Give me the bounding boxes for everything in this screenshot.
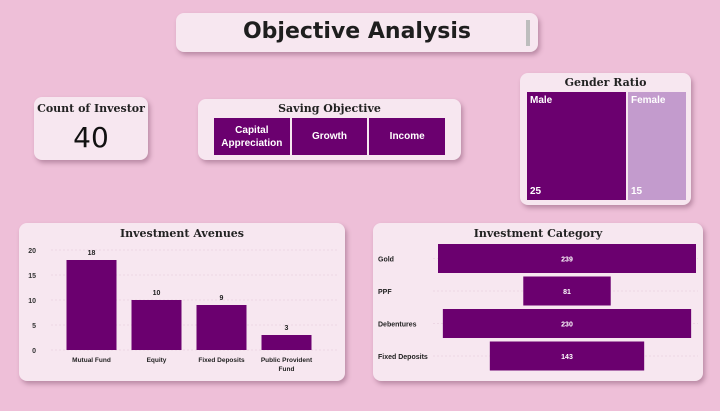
investment-category-card: Investment Category 239 Gold 81 PPF 230 Deben… [373, 223, 703, 381]
bar[interactable] [523, 276, 611, 306]
card-title: Saving Objective [278, 102, 381, 115]
count-of-investor-card: Count of Investor 40 [34, 97, 148, 160]
male-label: Male [530, 95, 553, 106]
title-card: Objective Analysis [176, 13, 538, 52]
category-label: Fixed Deposits [378, 354, 428, 361]
card-title: Gender Ratio [564, 76, 647, 89]
bar[interactable] [66, 260, 117, 350]
investment-category-chart: 239 Gold 81 PPF 230 Debentures 143 Fixed Deposi… [378, 244, 698, 371]
card-title: Count of Investor [37, 102, 145, 115]
y-tick-label: 20 [28, 248, 36, 255]
treemap-female[interactable]: Female 15 [628, 92, 686, 200]
saving-tile[interactable]: Capital Appreciation [214, 118, 290, 155]
data-label: 230 [561, 322, 573, 329]
data-label: 9 [220, 295, 224, 302]
female-label: Female [631, 95, 666, 106]
y-tick-label: 5 [32, 323, 36, 330]
title-accent-bar [526, 20, 530, 46]
chart-title: Investment Avenues [119, 227, 245, 240]
data-label: 10 [153, 290, 161, 297]
saving-objective-tiles: Capital Appreciation Growth Income [214, 118, 446, 155]
data-label: 143 [561, 354, 573, 361]
category-label: Gold [378, 257, 394, 264]
female-value: 15 [631, 186, 643, 197]
x-tick-label: Mutual Fund [72, 357, 111, 364]
gender-ratio-card: Gender Ratio Male 25 Female 15 [520, 73, 691, 205]
data-label: 18 [88, 250, 96, 257]
category-label: PPF [378, 289, 392, 296]
y-tick-label: 15 [28, 273, 36, 280]
bar[interactable] [261, 335, 312, 350]
y-tick-label: 10 [28, 298, 36, 305]
data-label: 3 [285, 325, 289, 332]
saving-objective-card: Saving Objective Capital Appreciation Gr… [198, 99, 461, 160]
data-label: 81 [563, 289, 571, 296]
category-label: Debentures [378, 322, 417, 329]
page-title: Objective Analysis [242, 19, 472, 44]
count-value: 40 [73, 121, 109, 154]
y-tick-label: 0 [32, 348, 36, 355]
x-tick-label: Fund [279, 366, 295, 373]
chart-title: Investment Category [473, 227, 603, 240]
data-label: 239 [561, 257, 573, 264]
x-tick-label: Fixed Deposits [198, 357, 245, 364]
bar[interactable] [489, 341, 645, 371]
bar[interactable] [438, 244, 696, 273]
saving-tile[interactable]: Income [369, 118, 446, 155]
investment-avenues-card: Investment Avenues 0 5 10 15 20 18 Mutual Fund… [19, 223, 345, 381]
treemap-male[interactable]: Male 25 [527, 92, 626, 200]
bar[interactable] [442, 309, 692, 338]
x-tick-label: Public Provident [261, 357, 313, 364]
investment-avenues-chart: 0 5 10 15 20 18 Mutual Fund 10 Equity 9 Fixed Depo… [28, 248, 337, 373]
male-value: 25 [530, 186, 542, 197]
x-tick-label: Equity [147, 357, 167, 364]
bar[interactable] [196, 305, 247, 350]
bar[interactable] [131, 300, 182, 350]
saving-tile[interactable]: Growth [291, 118, 368, 155]
